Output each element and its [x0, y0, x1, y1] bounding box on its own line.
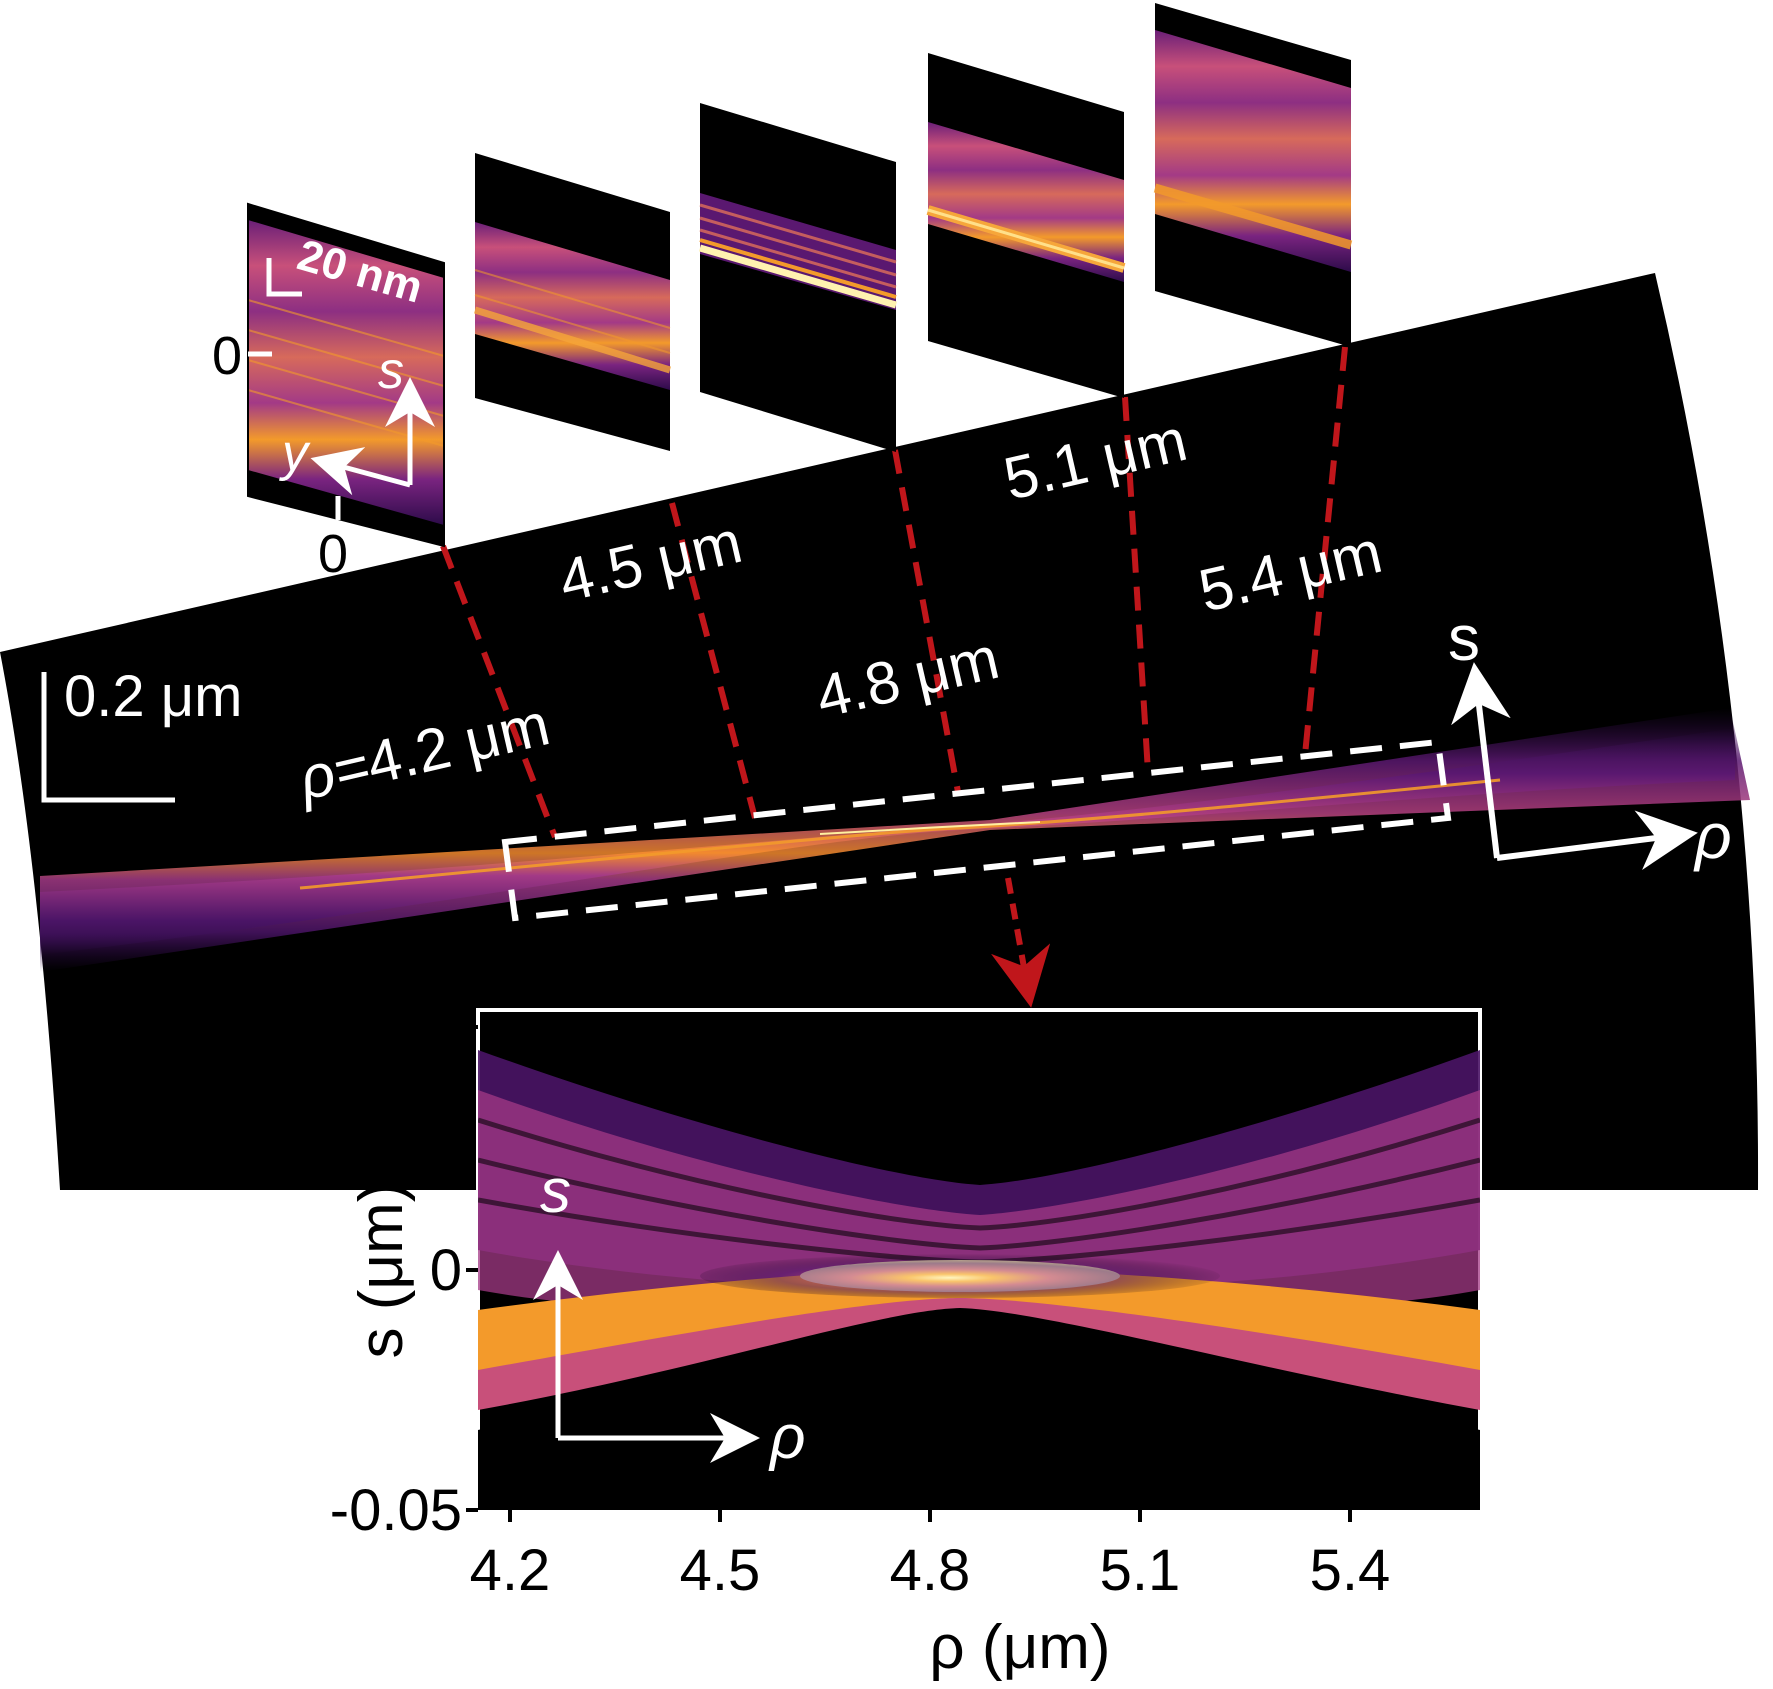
main-axes: s ρ	[1448, 602, 1732, 872]
beam-focus	[819, 821, 1041, 835]
zoom-box	[501, 738, 1452, 922]
inset-xlabel: ρ (μm)	[929, 1613, 1110, 1682]
inset-axes: s ρ	[533, 1157, 806, 1472]
position-line-1	[440, 544, 558, 839]
main-scale-bar-label: 0.2 μm	[64, 664, 242, 729]
beam-core	[299, 778, 1501, 890]
main-rho-axis-label: ρ	[1693, 800, 1732, 872]
inset-xtick-3: 5.1	[1100, 1538, 1181, 1603]
cross-section-4	[926, 53, 1126, 398]
cross-section-2	[473, 153, 672, 451]
cross-section-zero-s: 0	[212, 326, 242, 386]
main-s-axis-arrow	[1451, 662, 1511, 859]
zoom-arrow	[991, 877, 1051, 1008]
inset-ytick-1: 0	[430, 1238, 462, 1303]
main-scale-bar: 0.2 μm	[41, 664, 242, 803]
inset-x-ticks: 4.2 4.5 4.8 5.1 5.4	[470, 1510, 1391, 1603]
inset-xtick-0: 4.2	[470, 1538, 551, 1603]
inset-xtick-2: 4.8	[890, 1538, 971, 1603]
inset-y-ticks: 0.05 0 -0.05	[330, 994, 478, 1543]
inset: s ρ 0.05 0 -0.05 s (μm) 4.2 4.5 4.8 5.1 …	[330, 994, 1482, 1682]
inset-xtick-4: 5.4	[1310, 1538, 1391, 1603]
inset-ylabel: s (μm)	[347, 1182, 416, 1359]
inset-rho-axis-label: ρ	[768, 1403, 806, 1472]
main-panel-background	[0, 273, 1759, 1190]
inset-s-axis-label: s	[540, 1157, 571, 1226]
inset-ytick-2: -0.05	[330, 1478, 462, 1543]
cross-section-3	[699, 103, 897, 452]
position-line-4	[1122, 396, 1151, 773]
cross-section-1	[247, 202, 445, 548]
beam-halo	[40, 708, 1750, 972]
cross-section-ticks: 0 0	[212, 326, 348, 584]
beam	[40, 708, 1750, 972]
main-panel: 0.2 μm ρ=4.2 μm 4.5 μm 4.8 μm 5.1 μm 5.4…	[0, 273, 1759, 1190]
cross-section-s-axis-label: s	[378, 342, 404, 400]
position-line-5	[1302, 346, 1348, 756]
position-lines	[440, 346, 1348, 839]
cross-section-y-axis-label: y	[279, 424, 311, 482]
beam-body	[40, 728, 1735, 955]
cross-section-5	[1153, 3, 1353, 347]
main-rho-axis-arrow	[1496, 810, 1698, 871]
position-line-2	[669, 502, 758, 819]
cross-sections: 20 nm 0 0 s y	[212, 3, 1353, 584]
inset-xtick-1: 4.5	[680, 1538, 761, 1603]
position-line-3	[892, 449, 961, 793]
cross-section-zero-y: 0	[318, 524, 348, 584]
cross-section-axes: s y	[279, 342, 435, 496]
inset-ytick-0: 0.05	[349, 994, 462, 1059]
main-s-axis-label: s	[1448, 602, 1480, 674]
